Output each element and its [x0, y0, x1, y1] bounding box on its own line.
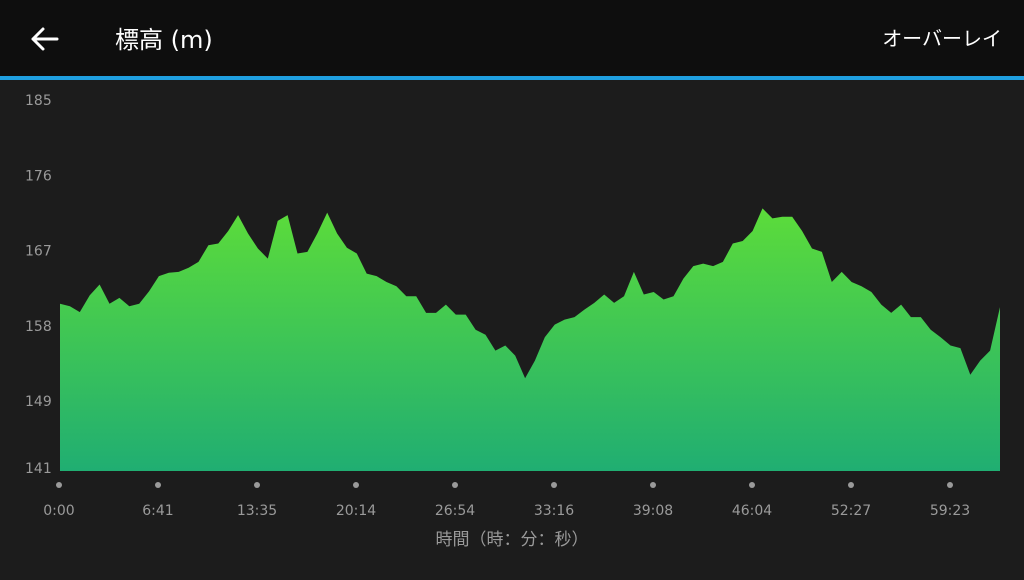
x-tick-dot [452, 482, 458, 488]
x-tick-dot [353, 482, 359, 488]
y-tick-label: 158 [25, 319, 52, 335]
y-tick-label: 149 [25, 394, 52, 410]
x-axis-label: 時間（時：分：秒） [436, 530, 589, 550]
overlay-button[interactable]: オーバーレイ [882, 27, 1002, 51]
x-tick-dot [947, 482, 953, 488]
y-tick-label: 167 [25, 244, 52, 260]
x-tick-label: 6:41 [142, 503, 173, 519]
title: 標高 (m) [115, 26, 213, 54]
x-tick-dot [155, 482, 161, 488]
y-tick-label: 141 [25, 461, 52, 477]
y-tick-label: 185 [25, 93, 52, 109]
y-tick-label: 176 [25, 168, 52, 184]
x-tick-label: 39:08 [633, 503, 673, 519]
x-tick-dot [848, 482, 854, 488]
accent-line [0, 76, 1024, 80]
x-tick-dot [650, 482, 656, 488]
x-tick-dot [56, 482, 62, 488]
x-tick-dot [551, 482, 557, 488]
app-bar [0, 0, 1024, 76]
x-tick-label: 0:00 [43, 503, 74, 519]
x-tick-label: 33:16 [534, 503, 574, 519]
x-tick-dot [254, 482, 260, 488]
back-button[interactable] [31, 27, 59, 51]
x-tick-dot [749, 482, 755, 488]
x-tick-label: 46:04 [732, 503, 772, 519]
back-arrow [31, 27, 59, 51]
x-tick-label: 52:27 [831, 503, 871, 519]
x-tick-label: 26:54 [435, 503, 475, 519]
x-tick-label: 13:35 [237, 503, 277, 519]
x-tick-label: 59:23 [930, 503, 970, 519]
x-tick-label: 20:14 [336, 503, 376, 519]
elevation-area [60, 208, 1000, 471]
